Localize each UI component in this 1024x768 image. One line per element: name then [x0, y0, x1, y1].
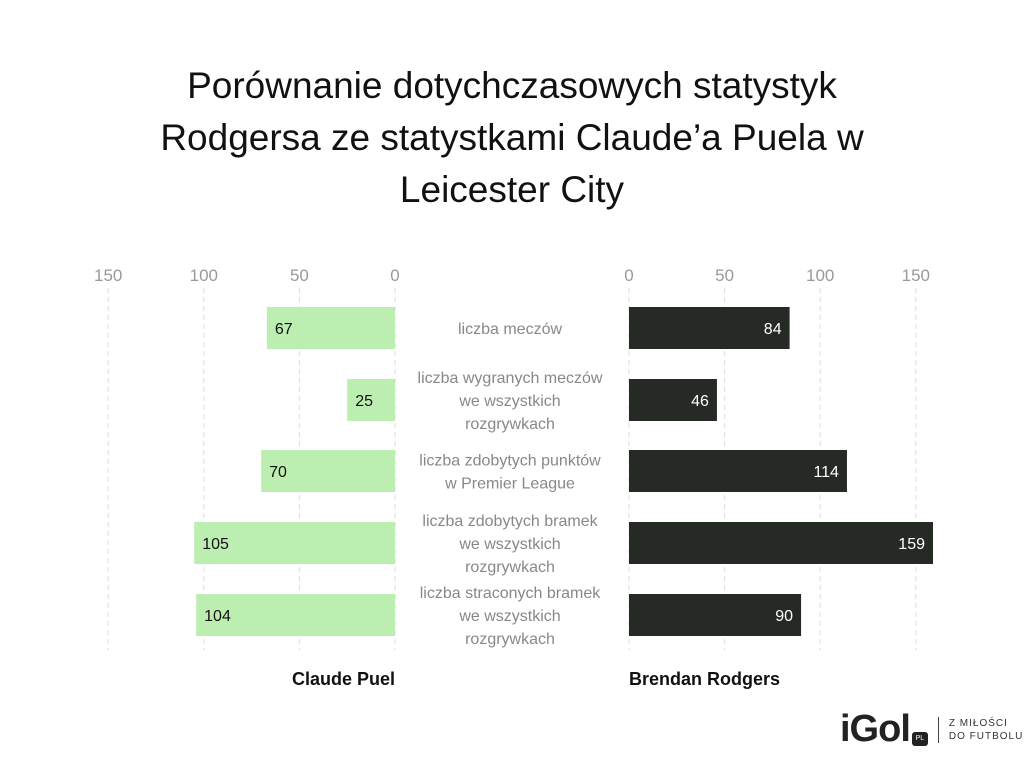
data-label-brendan-rodgers: 84 — [764, 321, 782, 338]
tick-label-right: 150 — [902, 266, 930, 285]
category-label: rozgrywkach — [465, 631, 555, 648]
chart-title: Porównanie dotychczasowych statystyk Rod… — [160, 65, 864, 210]
data-label-brendan-rodgers: 159 — [898, 536, 925, 553]
bar-claude-puel — [266, 307, 395, 349]
bar-claude-puel — [194, 522, 395, 564]
logo-suffix: PL — [911, 731, 928, 746]
bar-brendan-rodgers — [629, 307, 790, 349]
tick-label-right: 50 — [715, 266, 734, 285]
category-label: w Premier League — [444, 476, 575, 493]
data-label-brendan-rodgers: 90 — [775, 608, 793, 625]
category-label: liczba zdobytych bramek — [422, 513, 598, 530]
bar-claude-puel — [347, 379, 395, 421]
category-label: liczba zdobytych punktów — [419, 453, 601, 470]
data-label-claude-puel: 70 — [269, 464, 287, 481]
category-label: liczba meczów — [458, 321, 562, 338]
data-label-claude-puel: 25 — [355, 393, 373, 410]
category-label: liczba wygranych meczów — [418, 370, 603, 387]
logo-tagline-2: DO FUTBOLU — [948, 730, 1024, 742]
data-label-brendan-rodgers: 46 — [691, 393, 709, 410]
category-label: rozgrywkach — [465, 416, 555, 433]
tick-label-left: 50 — [290, 266, 309, 285]
tick-label-left: 100 — [190, 266, 218, 285]
data-label-claude-puel: 105 — [202, 536, 229, 553]
data-label-claude-puel: 67 — [275, 321, 293, 338]
data-label-brendan-rodgers: 114 — [813, 464, 839, 481]
bar-brendan-rodgers — [629, 450, 847, 492]
logo-divider — [937, 716, 939, 743]
tick-label-left: 150 — [94, 266, 122, 285]
category-label: we wszystkich — [458, 608, 560, 625]
logo-tagline-1: Z MIŁOŚCI — [948, 717, 1008, 729]
bar-claude-puel — [196, 594, 395, 636]
tick-label-left: 0 — [390, 266, 399, 285]
tick-label-right: 100 — [806, 266, 834, 285]
bar-brendan-rodgers — [629, 594, 802, 636]
category-label: we wszystkich — [458, 536, 560, 553]
category-label: we wszystkich — [458, 393, 560, 410]
legend-claude-puel: Claude Puel — [292, 669, 395, 689]
data-label-claude-puel: 104 — [204, 608, 231, 625]
category-label: liczba straconych bramek — [420, 585, 602, 602]
logo-brand: iGol — [840, 708, 911, 750]
category-label: rozgrywkach — [465, 559, 555, 576]
igol-logo: iGol PL Z MIŁOŚCI DO FUTBOLU — [840, 708, 1023, 751]
tick-label-right: 0 — [624, 266, 633, 285]
bar-brendan-rodgers — [629, 379, 717, 421]
legend-brendan-rodgers: Brendan Rodgers — [629, 669, 780, 689]
bar-claude-puel — [261, 450, 395, 492]
bar-brendan-rodgers — [629, 522, 934, 564]
